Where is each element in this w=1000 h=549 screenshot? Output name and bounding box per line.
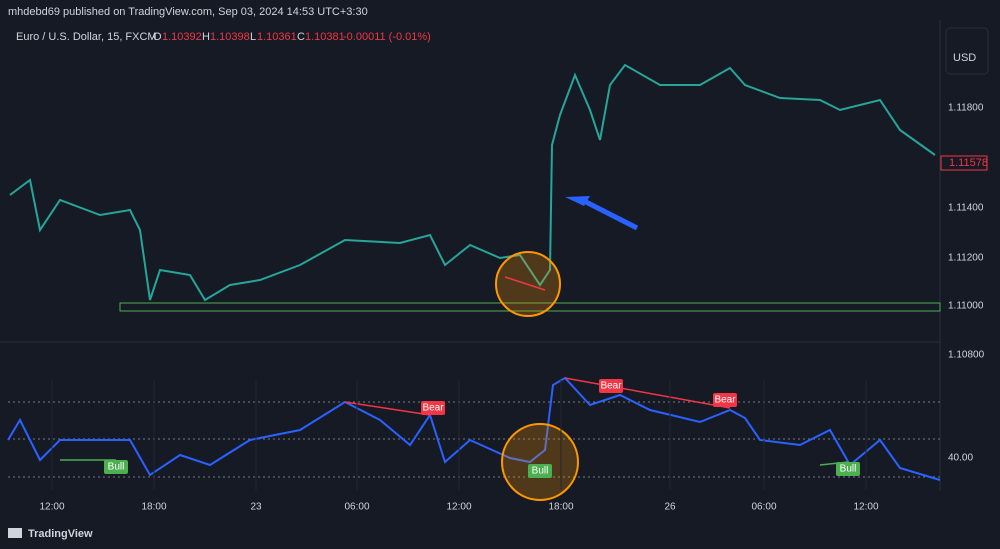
signal-tag (713, 393, 737, 407)
highlight-circle (501, 423, 579, 501)
currency: USD (953, 52, 976, 64)
price-label: 1.11400 (948, 203, 984, 214)
last-price-tag (940, 155, 988, 171)
time-label: 18:00 (141, 502, 166, 513)
price-label: 1.11200 (948, 253, 984, 264)
signal-tag (528, 464, 552, 478)
arrow (582, 198, 639, 231)
divergence-line (504, 276, 546, 291)
time-label: 23 (250, 502, 262, 513)
bear-divergence (344, 401, 431, 416)
open: 1.10392 (162, 31, 202, 43)
signal-tag (836, 462, 860, 476)
symbol: Euro / U.S. Dollar, 15, FXCM (16, 31, 157, 43)
price-label: 1.11800 (948, 103, 984, 114)
time-label: 12:00 (853, 502, 878, 513)
time-label: 12:00 (39, 502, 64, 513)
bear-divergence (564, 377, 731, 409)
time-label: 26 (664, 502, 676, 513)
signal-label: Bear (600, 381, 622, 392)
l-label: L (250, 31, 256, 43)
currency-button[interactable] (945, 27, 989, 75)
signal-label: Bear (714, 395, 736, 406)
h-label: H (202, 31, 210, 43)
signal-tag (104, 460, 128, 474)
labels: 1.11800 1.11400 1.11200 1.11000 1.10800 12:00… (39, 103, 984, 513)
low: 1.10361 (257, 31, 297, 43)
rsi-pane: 40.00 (7, 376, 973, 501)
last-price: 1.11578 (949, 157, 988, 169)
signal-label: Bull (108, 462, 125, 473)
close: 1.10381 (305, 31, 345, 43)
time-label: 06:00 (344, 502, 369, 513)
support-zone (119, 302, 941, 312)
time-label: 18:00 (548, 502, 573, 513)
signal-tag (599, 379, 623, 393)
o-label: O (153, 31, 162, 43)
signal-label: Bull (532, 466, 549, 477)
time-label: 12:00 (446, 502, 471, 513)
time-label: 06:00 (751, 502, 776, 513)
rsi-line (7, 376, 941, 481)
price-label: 1.10800 (948, 350, 985, 361)
price-label: 1.11000 (948, 301, 984, 312)
c-label: C (297, 31, 305, 43)
footer: TradingView (8, 528, 93, 540)
publisher: mhdebd69 published on TradingView.com, S… (8, 6, 368, 18)
change: -0.00011 (-0.01%) (343, 31, 431, 43)
brand: TradingView (28, 528, 93, 540)
signal-tag (421, 401, 445, 415)
logo (8, 528, 22, 538)
rsi-level: 40.00 (948, 453, 973, 464)
signal-label: Bull (840, 464, 857, 475)
signal-label: Bear (422, 403, 444, 414)
high: 1.10398 (210, 31, 250, 43)
legend: Euro / U.S. Dollar, 15, FXCM O 1.10392 H… (16, 31, 431, 43)
